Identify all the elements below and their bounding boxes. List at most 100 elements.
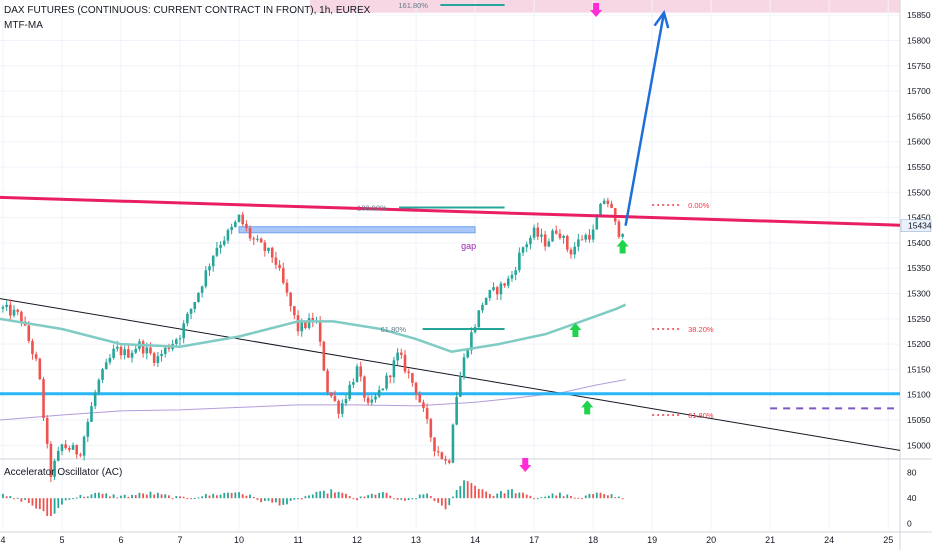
candle-body-91 — [337, 400, 340, 414]
oscillator-bar-42 — [156, 492, 159, 499]
candle-body-29 — [108, 357, 112, 363]
candle-body-41 — [152, 353, 156, 363]
oscillator-bar-127 — [470, 483, 473, 499]
current-price-tag — [900, 219, 932, 232]
candle-body-32 — [119, 346, 123, 356]
oscillator-bar-101 — [374, 494, 377, 499]
y-tick-label-12: 15600 — [907, 137, 931, 147]
oscillator-bar-50 — [186, 498, 189, 500]
candle-body-86 — [318, 321, 322, 342]
y-tick-label-2: 15100 — [907, 390, 931, 400]
oscillator-bar-108 — [400, 498, 403, 500]
candle-body-87 — [322, 341, 326, 371]
candle-body-113 — [418, 393, 422, 403]
oscillator-bar-51 — [190, 498, 192, 500]
y-tick-label-4: 15200 — [907, 339, 931, 349]
oscillator-bar-63 — [234, 492, 237, 499]
x-tick-label-3: 7 — [177, 535, 182, 545]
oscillator-bar-158 — [584, 495, 587, 499]
y-tick-label-0: 15000 — [907, 440, 931, 450]
candle-body-167 — [617, 221, 621, 237]
oscillator-bar-12 — [46, 498, 49, 516]
oscillator-bar-27 — [101, 493, 104, 499]
oscillator-bar-13 — [50, 498, 52, 517]
oscillator-bar-141 — [522, 492, 524, 499]
candle-body-22 — [82, 436, 86, 456]
projection-arrow-head — [653, 9, 670, 29]
candle-body-92 — [340, 403, 344, 414]
oscillator-bar-149 — [551, 493, 554, 499]
candle-body-40 — [149, 347, 152, 354]
candle-body-71 — [263, 242, 267, 251]
oscillator-bar-152 — [562, 496, 565, 499]
candle-body-55 — [204, 270, 208, 287]
indicator-label: MTF-MA — [4, 20, 43, 31]
oscillator-bar-123 — [455, 490, 458, 499]
candle-body-142 — [525, 244, 529, 248]
candle-body-38 — [141, 341, 145, 354]
oscillator-bar-86 — [319, 491, 322, 499]
oscillator-bar-58 — [215, 495, 218, 499]
candle-body-57 — [211, 255, 215, 267]
candle-body-76 — [281, 268, 285, 283]
candle-body-111 — [411, 373, 414, 383]
oscillator-bar-167 — [618, 496, 620, 499]
oscillator-bar-113 — [418, 494, 421, 499]
candle-body-81 — [300, 321, 304, 332]
oscillator-bar-36 — [134, 495, 137, 499]
candle-body-151 — [558, 233, 562, 238]
candle-body-163 — [602, 200, 606, 204]
oscillator-bar-20 — [75, 497, 78, 499]
oscillator-bar-75 — [278, 498, 281, 506]
candle-body-156 — [577, 239, 580, 247]
oscillator-bar-139 — [514, 493, 517, 499]
candle-body-45 — [167, 347, 171, 350]
oscillator-bar-53 — [197, 497, 200, 499]
oscillator-bar-14 — [53, 498, 56, 514]
candle-body-165 — [610, 203, 613, 209]
candle-body-109 — [403, 354, 407, 372]
x-tick-label-2: 6 — [118, 535, 123, 545]
oscillator-bar-156 — [577, 497, 580, 499]
oscillator-bar-73 — [271, 498, 274, 503]
candle-body-141 — [521, 247, 525, 253]
descending-trendline — [0, 298, 901, 451]
oscillator-bar-168 — [621, 498, 624, 500]
candle-body-53 — [197, 292, 200, 303]
oscillator-bar-56 — [208, 495, 211, 499]
candle-body-48 — [178, 338, 182, 340]
oscillator-bar-45 — [168, 495, 170, 499]
oscillator-bar-67 — [249, 494, 251, 499]
candle-body-162 — [599, 203, 602, 218]
oscillator-bar-26 — [97, 492, 100, 499]
ma-fast-line — [0, 303, 627, 353]
candle-body-54 — [200, 286, 204, 293]
candle-body-114 — [422, 402, 425, 409]
oscillator-bar-97 — [359, 496, 362, 499]
signal-down-arrow-osc — [519, 458, 532, 472]
candle-body-74 — [274, 257, 278, 265]
candle-body-147 — [543, 234, 547, 247]
candle-body-11 — [42, 379, 45, 418]
oscillator-bar-46 — [171, 498, 174, 500]
candle-body-101 — [374, 396, 377, 400]
x-tick-label-4: 10 — [234, 535, 244, 545]
x-tick-label-15: 25 — [883, 535, 893, 545]
resistance-trendline[interactable] — [0, 195, 901, 227]
oscillator-bar-94 — [348, 496, 351, 499]
oscillator-bar-138 — [511, 489, 513, 499]
y-tick-label-3: 15150 — [907, 364, 931, 374]
x-tick-label-9: 17 — [529, 535, 539, 545]
oscillator-bar-83 — [308, 495, 310, 499]
candle-body-58 — [215, 247, 219, 256]
fib-segment-label-0: 161.80% — [398, 1, 428, 10]
oscillator-bar-155 — [573, 497, 576, 499]
oscillator-bar-88 — [326, 493, 329, 499]
candle-body-20 — [75, 445, 79, 455]
candle-body-144 — [532, 227, 536, 238]
ma-slow-line — [0, 379, 626, 421]
oscillator-bar-57 — [212, 493, 215, 499]
oscillator-bar-109 — [404, 498, 406, 501]
